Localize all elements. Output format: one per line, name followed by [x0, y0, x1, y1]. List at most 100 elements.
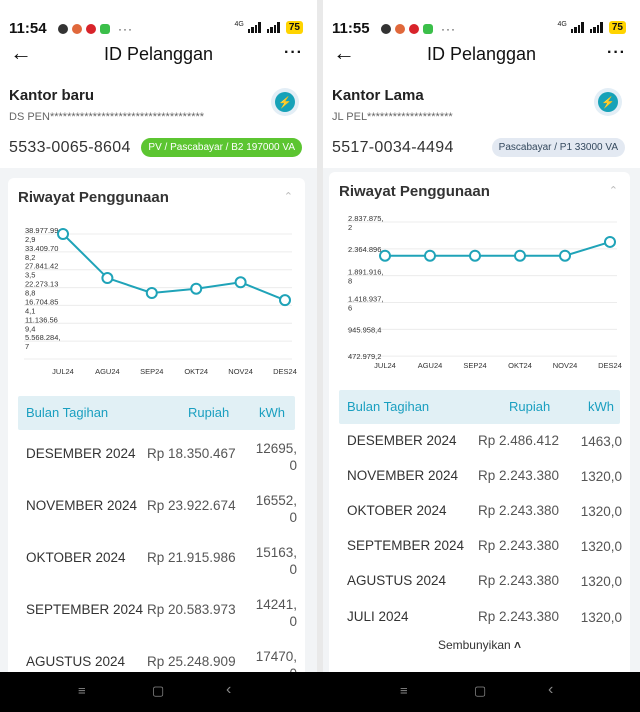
page-title: ID Pelanggan [103, 44, 214, 64]
x-tick-label: NOV24 [553, 361, 578, 370]
more-notifications-icon: ··· [441, 22, 456, 36]
customer-name: Kantor baru [9, 87, 95, 104]
row-rupiah: Rp 25.248.909 [147, 654, 236, 669]
row-rupiah: Rp 21.915.986 [147, 550, 236, 565]
app-notification-icon [86, 24, 96, 34]
back-nav-icon[interactable]: ‹ [226, 681, 232, 698]
row-kwh: 15163, 0 [255, 545, 297, 577]
y-tick-label: 22.273.13 [25, 280, 58, 289]
recents-icon[interactable]: ≡ [400, 683, 408, 698]
row-rupiah: Rp 2.243.380 [478, 573, 560, 588]
more-menu-icon[interactable]: ··· [607, 44, 626, 61]
row-rupiah: Rp 23.922.674 [147, 498, 236, 513]
data-point[interactable] [145, 286, 158, 299]
column-header-rupiah: Rupiah [509, 399, 551, 414]
y-tick-label: 472.979,2 [348, 352, 381, 361]
chevron-up-icon: ˄ [514, 638, 522, 652]
recents-icon[interactable]: ≡ [78, 683, 86, 698]
customer-address: DS PEN**********************************… [9, 111, 205, 123]
usage-history-card: Riwayat Penggunaan ⌃ 38.977.99 2,9 33.409.… [8, 178, 305, 672]
row-month: OKTOBER 2024 [26, 550, 126, 565]
column-header-month: Bulan Tagihan [347, 399, 430, 414]
system-icons: 4G 75 [558, 21, 626, 34]
tariff-badge: Pascabayar / P1 33000 VA [491, 138, 625, 157]
row-kwh: 16552, 0 [255, 493, 297, 525]
x-tick-label: JUL24 [374, 361, 396, 370]
data-point[interactable] [424, 249, 436, 262]
notification-icons: ··· [381, 22, 456, 36]
y-tick-label: 7 [25, 342, 29, 351]
data-point[interactable] [190, 282, 203, 295]
row-month: NOVEMBER 2024 [26, 498, 138, 513]
app-notification-icon [395, 24, 405, 34]
back-arrow-icon[interactable]: ← [10, 40, 32, 65]
row-rupiah: Rp 20.583.973 [147, 602, 236, 617]
more-menu-icon[interactable]: ··· [284, 44, 303, 61]
y-tick-label: 9,4 [25, 324, 35, 333]
data-point[interactable] [379, 249, 391, 262]
section-title: Riwayat Penggunaan [339, 183, 490, 200]
data-point[interactable] [604, 235, 616, 248]
hide-button[interactable]: Sembunyikan ˄ [329, 638, 630, 652]
chevron-up-icon[interactable]: ⌃ [608, 185, 618, 197]
series-line [62, 233, 286, 302]
row-month: SEPTEMBER 2024 [347, 538, 465, 553]
notification-icons: ··· [58, 22, 133, 36]
y-tick-label: 945.958,4 [348, 325, 381, 334]
row-kwh: 1320,0 [580, 504, 622, 519]
y-tick-label: 2.837.875, [348, 214, 383, 223]
y-tick-label: 6 [348, 304, 352, 313]
column-header-rupiah: Rupiah [188, 405, 230, 420]
back-arrow-icon[interactable]: ← [333, 40, 355, 65]
y-tick-label: 16.704.85 [25, 297, 58, 306]
data-point[interactable] [469, 249, 481, 262]
row-rupiah: Rp 2.243.380 [478, 468, 560, 483]
data-point[interactable] [514, 249, 526, 262]
data-point[interactable] [57, 228, 69, 241]
usage-history-card: Riwayat Penggunaan ⌃ 2.837.875, 2 2.364.89… [329, 172, 630, 672]
row-kwh: 1320,0 [580, 574, 622, 589]
right-screen: 11:55 ··· 4G 75 ← ID Pelanggan ··· Kanto… [323, 0, 640, 672]
data-point[interactable] [101, 272, 114, 285]
app-header: ← ID Pelanggan ··· [0, 40, 317, 70]
x-tick-label: AGU24 [95, 367, 120, 376]
signal-icon [570, 22, 584, 33]
y-tick-label: 8,8 [25, 289, 35, 298]
customer-address: JL PEL******************** [332, 111, 453, 123]
table-header: Bulan Tagihan Rupiah kWh [18, 396, 295, 430]
row-month: AGUSTUS 2024 [347, 573, 447, 588]
network-type-icon: 4G [234, 21, 244, 28]
data-point[interactable] [279, 294, 291, 307]
data-point[interactable] [559, 249, 571, 262]
meter-id: 5533-0065-8604 [9, 139, 131, 156]
app-notification-icon [72, 24, 82, 34]
row-kwh: 1463,0 [580, 434, 622, 449]
x-tick-label: SEP24 [463, 361, 486, 370]
meter-id: 5517-0034-4494 [332, 139, 454, 156]
y-tick-label: 8,2 [25, 253, 35, 262]
tariff-badge: PV / Pascabayar / B2 197000 VA [141, 138, 302, 157]
row-rupiah: Rp 2.243.380 [478, 538, 560, 553]
battery-icon: 75 [285, 21, 303, 34]
chat-notification-icon [100, 24, 110, 34]
home-icon[interactable]: ▢ [152, 683, 165, 698]
hide-label: Sembunyikan [437, 638, 511, 652]
row-rupiah: Rp 2.243.380 [478, 503, 560, 518]
row-month: DESEMBER 2024 [26, 446, 136, 461]
x-tick-label: SEP24 [140, 367, 163, 376]
signal-icon [247, 22, 261, 33]
x-tick-label: OKT24 [508, 361, 532, 370]
section-title: Riwayat Penggunaan [18, 189, 169, 206]
x-tick-label: DES24 [273, 367, 297, 376]
app-header: ← ID Pelanggan ··· [323, 40, 640, 70]
status-time: 11:54 [9, 20, 47, 37]
back-nav-icon[interactable]: ‹ [548, 681, 554, 698]
home-icon[interactable]: ▢ [474, 683, 487, 698]
y-tick-label: 5.568.284, [25, 333, 60, 342]
column-header-kwh: kWh [588, 399, 614, 414]
chevron-up-icon[interactable]: ⌃ [283, 191, 293, 203]
status-bar: 11:54 ··· 4G 75 [0, 0, 317, 40]
y-tick-label: 8 [348, 277, 352, 286]
data-point[interactable] [234, 276, 247, 289]
battery-icon: 75 [608, 21, 626, 34]
